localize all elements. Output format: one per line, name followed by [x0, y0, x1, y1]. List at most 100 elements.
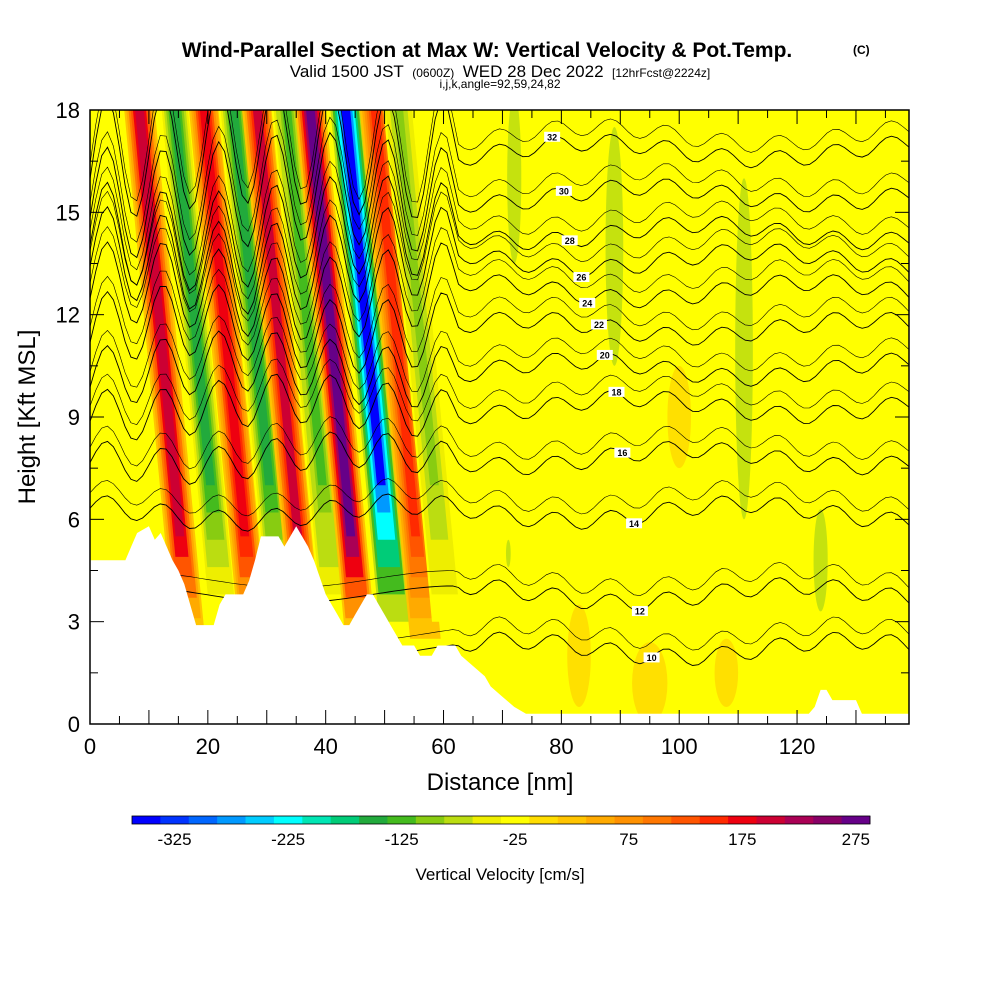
- contour-labels: 10 12 14 16 18 20 22 24 26 28 30 32: [544, 131, 660, 663]
- theta-contour-minor: [90, 416, 909, 470]
- theta-contour-minor: [90, 190, 909, 300]
- theta-contour-32: [90, 110, 909, 219]
- contour-label-background: [573, 272, 590, 283]
- colorbar: -325 -225 -125 -25 75 175 275: [131, 815, 871, 849]
- contour-label: 24: [582, 298, 592, 308]
- updraft-band: [242, 110, 323, 639]
- colorbar-tick-label: 275: [842, 830, 870, 849]
- weak-updraft-patch: [714, 638, 739, 707]
- y-tick-label: 0: [68, 712, 80, 737]
- theta-contour-minor: [90, 116, 909, 243]
- weak-downdraft-patch: [507, 110, 522, 264]
- colorbar-swatch: [699, 816, 729, 824]
- colorbar-swatch: [387, 816, 417, 824]
- theta-contour-minor: [90, 226, 909, 325]
- y-tick-label: 9: [68, 405, 80, 430]
- contour-label-background: [626, 518, 643, 529]
- contour-label: 20: [600, 350, 610, 360]
- contour-label-background: [590, 319, 607, 330]
- y-axis-label: Height [Kft MSL]: [14, 330, 41, 505]
- weak-downdraft-patch: [605, 127, 624, 366]
- colorbar-swatch: [501, 816, 530, 824]
- contour-label-background: [544, 131, 561, 142]
- colorbar-swatch: [813, 816, 843, 824]
- contour-label-background: [561, 235, 578, 246]
- x-tick-label: 20: [196, 734, 220, 759]
- y-tick-label: 12: [56, 303, 80, 328]
- weak-updraft-patch: [632, 642, 668, 724]
- contour-label: 28: [565, 236, 575, 246]
- chart-subtitle: Valid 1500 JST (0600Z) WED 28 Dec 2022 […: [290, 62, 710, 81]
- y-tick-label: 3: [68, 610, 80, 635]
- contour-label: 32: [547, 132, 557, 142]
- title-copyright-mark: (C): [853, 43, 870, 57]
- colorbar-swatch: [359, 816, 388, 824]
- colorbar-swatch: [302, 816, 332, 824]
- contour-label-background: [608, 386, 625, 397]
- y-axis: 0 3 6 9 12 15 18: [56, 98, 909, 737]
- colorbar-swatch: [784, 816, 814, 824]
- theta-contour-minor: [90, 358, 909, 425]
- colorbar-tick-label: 75: [619, 830, 638, 849]
- chart-subtitle-indices: i,j,k,angle=92,59,24,82: [439, 77, 560, 91]
- downdraft-band: [271, 110, 351, 622]
- contour-label: 26: [576, 273, 586, 283]
- theta-contour-minor: [90, 478, 909, 517]
- theta-contour-22: [90, 283, 909, 374]
- x-axis-label: Distance [nm]: [427, 769, 574, 796]
- theta-contour-minor: [90, 268, 909, 359]
- contour-label-background: [631, 606, 648, 617]
- x-tick-label: 80: [549, 734, 573, 759]
- theta-contour-14: [90, 493, 909, 532]
- theta-contour-minor: [90, 562, 909, 597]
- colorbar-swatch: [841, 816, 871, 824]
- y-tick-label: 15: [56, 200, 80, 225]
- colorbar-swatch: [330, 816, 360, 824]
- theta-contour-18: [90, 373, 909, 441]
- plot-area: [90, 110, 909, 724]
- colorbar-swatch: [217, 816, 246, 824]
- colorbar-swatch: [245, 816, 275, 824]
- contour-label: 12: [635, 607, 645, 617]
- colorbar-swatch: [132, 816, 161, 824]
- contour-label-background: [614, 447, 631, 458]
- colorbar-swatch: [444, 816, 474, 824]
- x-axis: 0 20 40 60 80 100 120: [84, 110, 886, 759]
- contour-label: 30: [559, 186, 569, 196]
- colorbar-swatch: [529, 816, 559, 824]
- theta-contour-minor: [90, 160, 909, 276]
- x-tick-label: 0: [84, 734, 96, 759]
- x-tick-label: 60: [431, 734, 455, 759]
- colorbar-tick-label: -125: [385, 830, 419, 849]
- chart-title: Wind-Parallel Section at Max W: Vertical…: [182, 39, 793, 62]
- theta-contour-26: [90, 205, 909, 315]
- colorbar-swatch: [415, 816, 445, 824]
- contour-label: 10: [647, 653, 657, 663]
- weak-downdraft-patch: [813, 509, 828, 612]
- colorbar-swatch: [586, 816, 615, 824]
- colorbar-swatch: [557, 816, 587, 824]
- colorbar-swatch: [642, 816, 672, 824]
- colorbar-tick-label: -225: [271, 830, 305, 849]
- colorbar-swatch: [273, 816, 303, 824]
- x-tick-label: 120: [779, 734, 816, 759]
- colorbar-swatch: [160, 816, 190, 824]
- y-tick-label: 18: [56, 98, 80, 123]
- theta-contour-16: [90, 431, 909, 485]
- terrain-mask: [90, 526, 909, 724]
- theta-contour-minor: [90, 315, 909, 392]
- weak-updraft-patch: [667, 365, 691, 469]
- colorbar-tick-label: -25: [503, 830, 528, 849]
- theta-contour-28: [90, 175, 909, 292]
- colorbar-label: Vertical Velocity [cm/s]: [415, 865, 584, 884]
- theta-contour-minor: [90, 110, 909, 203]
- colorbar-swatch: [614, 816, 644, 824]
- contour-label-background: [643, 652, 660, 663]
- colorbar-swatch: [472, 816, 502, 824]
- contour-label-background: [579, 297, 596, 308]
- contour-label: 16: [617, 448, 627, 458]
- colorbar-swatch: [756, 816, 786, 824]
- colorbar-swatch: [188, 816, 218, 824]
- contour-label: 18: [611, 387, 621, 397]
